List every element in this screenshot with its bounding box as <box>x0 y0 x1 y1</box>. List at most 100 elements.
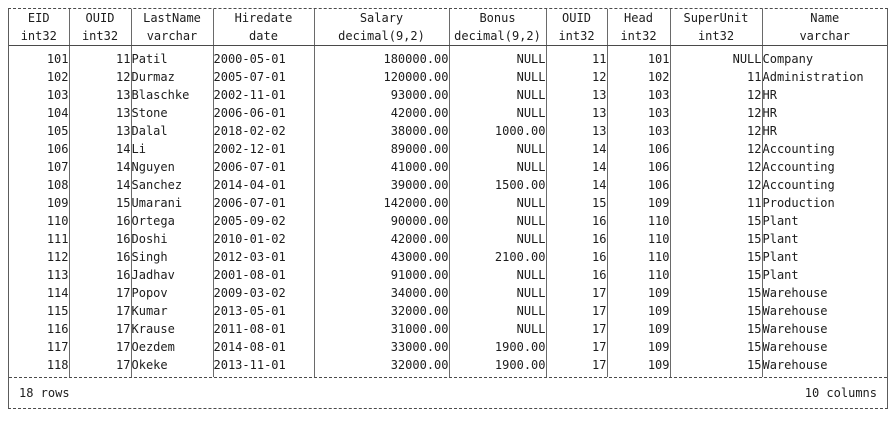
table-cell: 14 <box>68 176 131 194</box>
table-cell: 17 <box>545 284 607 302</box>
table-header-row: EID int32 OUID int32 LastName varchar Hiredate… <box>9 9 887 46</box>
table-cell: NULL <box>448 86 546 104</box>
column-header-ouid: OUID int32 <box>545 9 607 46</box>
table-cell: Blaschke <box>130 86 213 104</box>
table-cell: 113 <box>46 268 69 282</box>
table-cell: 32000.00 <box>313 302 449 320</box>
table-cell: Warehouse <box>761 338 887 356</box>
table-cell: NULL <box>448 140 546 158</box>
table-cell: HR <box>761 86 887 104</box>
result-table-box: EID int32 OUID int32 LastName varchar Hiredate… <box>8 8 888 409</box>
column-name: OUID <box>85 11 115 25</box>
table-row: 118 17 Okeke 2013-11-01 32000.00 1900.00 17 109… <box>9 356 887 377</box>
table-cell: 31000.00 <box>313 320 449 338</box>
table-cell: Production <box>761 194 887 212</box>
table-cell: NULL <box>448 194 546 212</box>
table-cell: 109 <box>46 196 69 210</box>
table-cell: 42000.00 <box>313 230 449 248</box>
table-cell: HR <box>761 122 887 140</box>
table-cell: 12 <box>669 176 762 194</box>
result-table: EID int32 OUID int32 LastName varchar Hiredate… <box>9 9 887 377</box>
column-name: OUID <box>562 11 591 25</box>
table-cell: 103 <box>606 104 670 122</box>
table-cell: 118 <box>46 358 69 372</box>
table-cell: 2006-07-01 <box>212 194 314 212</box>
table-cell: Accounting <box>761 140 887 158</box>
table-cell: 12 <box>669 158 762 176</box>
table-row: 103 13 Blaschke 2002-11-01 93000.00 NULL 13 103… <box>9 86 887 104</box>
table-cell: 91000.00 <box>313 266 449 284</box>
table-cell: Warehouse <box>761 302 887 320</box>
table-row: 112 16 Singh 2012-03-01 43000.00 2100.00 16 110… <box>9 248 887 266</box>
table-cell: 110 <box>606 212 670 230</box>
table-cell: 17 <box>68 302 131 320</box>
table-cell: 11 <box>669 194 762 212</box>
table-cell: 93000.00 <box>313 86 449 104</box>
table-cell: 115 <box>46 304 69 318</box>
table-cell: 101 <box>606 45 670 68</box>
table-cell: NULL <box>448 320 546 338</box>
table-cell: 2006-06-01 <box>212 104 314 122</box>
table-cell: Sanchez <box>130 176 213 194</box>
table-cell: 17 <box>68 356 131 377</box>
table-cell: 12 <box>669 104 762 122</box>
table-cell: 14 <box>68 158 131 176</box>
table-cell: 17 <box>545 338 607 356</box>
column-name: Hiredate <box>234 11 293 25</box>
table-cell: 103 <box>606 122 670 140</box>
table-cell: 12 <box>669 122 762 140</box>
table-cell: 12 <box>68 68 131 86</box>
table-cell: 2002-12-01 <box>212 140 314 158</box>
column-name: Bonus <box>479 11 516 25</box>
table-cell: 116 <box>46 322 69 336</box>
table-cell: NULL <box>448 230 546 248</box>
table-cell: 105 <box>46 124 69 138</box>
table-cell: 15 <box>669 320 762 338</box>
table-cell: 14 <box>545 140 607 158</box>
table-cell: 106 <box>606 176 670 194</box>
column-type: int32 <box>697 29 735 43</box>
column-name: Head <box>624 11 653 25</box>
table-cell: 120000.00 <box>313 68 449 86</box>
table-cell: 15 <box>669 266 762 284</box>
table-cell: 14 <box>545 176 607 194</box>
table-cell: 104 <box>46 106 69 120</box>
table-cell: 13 <box>68 86 131 104</box>
table-cell: 2005-07-01 <box>212 68 314 86</box>
table-cell: 15 <box>669 338 762 356</box>
table-cell: 2012-03-01 <box>212 248 314 266</box>
table-cell: 110 <box>606 230 670 248</box>
table-cell: 180000.00 <box>313 45 449 68</box>
table-cell: 117 <box>46 340 69 354</box>
table-footer: 18 rows 10 columns <box>9 377 887 408</box>
table-cell: 1000.00 <box>448 122 546 140</box>
table-cell: 109 <box>606 194 670 212</box>
column-type: decimal(9,2) <box>454 29 541 43</box>
table-cell: NULL <box>448 302 546 320</box>
column-header-bonus: Bonus decimal(9,2) <box>448 9 546 46</box>
table-cell: 111 <box>46 232 69 246</box>
table-body: 101 11 Patil 2000-05-01 180000.00 NULL 11 101 NU… <box>9 45 887 377</box>
column-type: int32 <box>81 29 119 43</box>
column-name: Name <box>810 11 840 25</box>
table-cell: 17 <box>68 284 131 302</box>
table-row: 113 16 Jadhav 2001-08-01 91000.00 NULL 16 110 15… <box>9 266 887 284</box>
table-cell: 1500.00 <box>448 176 546 194</box>
table-cell: 102 <box>46 70 69 84</box>
column-name: LastName <box>143 11 201 25</box>
table-cell: 103 <box>606 86 670 104</box>
column-header-eid: EID int32 <box>9 9 69 46</box>
table-cell: 15 <box>669 230 762 248</box>
table-cell: 106 <box>606 140 670 158</box>
column-header-superunit: SuperUnit int32 <box>669 9 762 46</box>
table-cell: 15 <box>669 302 762 320</box>
table-cell: 2018-02-02 <box>212 122 314 140</box>
table-cell: NULL <box>448 45 546 68</box>
table-cell: Ortega <box>130 212 213 230</box>
column-header-ouid: OUID int32 <box>68 9 131 46</box>
table-cell: 13 <box>545 86 607 104</box>
table-cell: 114 <box>46 286 69 300</box>
table-cell: 34000.00 <box>313 284 449 302</box>
table-cell: 12 <box>669 86 762 104</box>
table-cell: NULL <box>448 266 546 284</box>
